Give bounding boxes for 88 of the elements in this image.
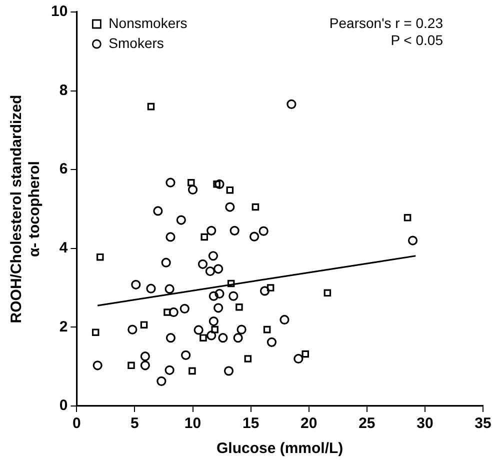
legend-label: Nonsmokers	[108, 14, 188, 31]
point	[166, 178, 176, 188]
point	[206, 226, 216, 236]
point	[208, 316, 218, 326]
point	[181, 350, 191, 360]
x-tick-label: 10	[184, 415, 202, 432]
y-tick-label: 4	[59, 240, 68, 257]
point	[244, 355, 252, 362]
point	[164, 308, 171, 316]
point	[188, 184, 198, 194]
point	[218, 333, 228, 343]
point	[260, 286, 270, 296]
point	[166, 232, 176, 242]
point	[92, 328, 100, 336]
x-tick-label: 35	[474, 415, 492, 432]
point	[286, 99, 296, 109]
point	[225, 202, 235, 212]
legend-label: Smokers	[108, 34, 164, 51]
point	[140, 352, 150, 362]
point	[194, 325, 204, 335]
point	[206, 330, 216, 340]
point	[230, 226, 240, 236]
point	[166, 333, 176, 343]
x-tick-label: 30	[416, 415, 434, 432]
point	[224, 366, 234, 376]
point	[164, 284, 174, 294]
point	[131, 280, 141, 290]
point	[156, 376, 166, 386]
x-tick-label: 20	[300, 415, 318, 432]
point	[164, 365, 174, 375]
point	[208, 291, 218, 301]
point	[168, 307, 178, 318]
point	[302, 350, 310, 358]
point	[128, 324, 138, 334]
point	[147, 102, 155, 110]
point	[198, 259, 208, 269]
point	[214, 288, 224, 299]
point	[146, 284, 156, 294]
point	[200, 233, 208, 241]
point	[200, 334, 207, 342]
y-tick-label: 10	[50, 3, 68, 20]
annotation: Pearson's r = 0.23	[329, 14, 444, 31]
y-tick-label: 6	[59, 160, 68, 178]
point	[213, 180, 220, 188]
y-axis-title: ROOH/Cholesterol standardized α- tocopherol	[8, 94, 44, 324]
point	[214, 264, 224, 274]
y-tick-label: 0	[59, 397, 68, 414]
point	[236, 303, 243, 311]
x-tick-label: 25	[358, 415, 376, 432]
point	[404, 214, 412, 222]
y-tick-label: 8	[59, 82, 68, 99]
point	[236, 324, 246, 334]
point	[140, 321, 148, 328]
x-tick-label: 0	[72, 415, 81, 432]
point	[233, 333, 243, 343]
point	[180, 304, 190, 314]
point	[266, 284, 274, 292]
point	[205, 266, 215, 276]
point	[161, 258, 171, 268]
point	[227, 280, 235, 288]
point	[252, 203, 260, 211]
point	[96, 253, 104, 261]
point	[140, 360, 150, 370]
annotation: P < 0.05	[390, 32, 444, 48]
point	[176, 215, 186, 225]
point	[188, 367, 196, 375]
point	[92, 360, 102, 370]
x-tick-label: 5	[130, 415, 139, 432]
point	[294, 354, 304, 364]
point	[214, 179, 224, 189]
point	[258, 226, 268, 236]
x-axis-title: Glucose (mmol/L)	[216, 440, 344, 458]
point	[214, 303, 224, 313]
point	[128, 362, 135, 370]
point	[208, 251, 218, 261]
point	[211, 326, 218, 334]
point	[263, 326, 271, 334]
point	[280, 314, 290, 325]
point	[250, 232, 260, 242]
x-tick-label: 15	[242, 415, 260, 432]
point	[324, 289, 332, 297]
point	[188, 178, 195, 186]
point	[226, 186, 234, 194]
point	[228, 291, 238, 301]
y-tick-label: 2	[59, 318, 68, 336]
point	[266, 337, 277, 347]
point	[153, 206, 163, 216]
point	[408, 236, 418, 246]
